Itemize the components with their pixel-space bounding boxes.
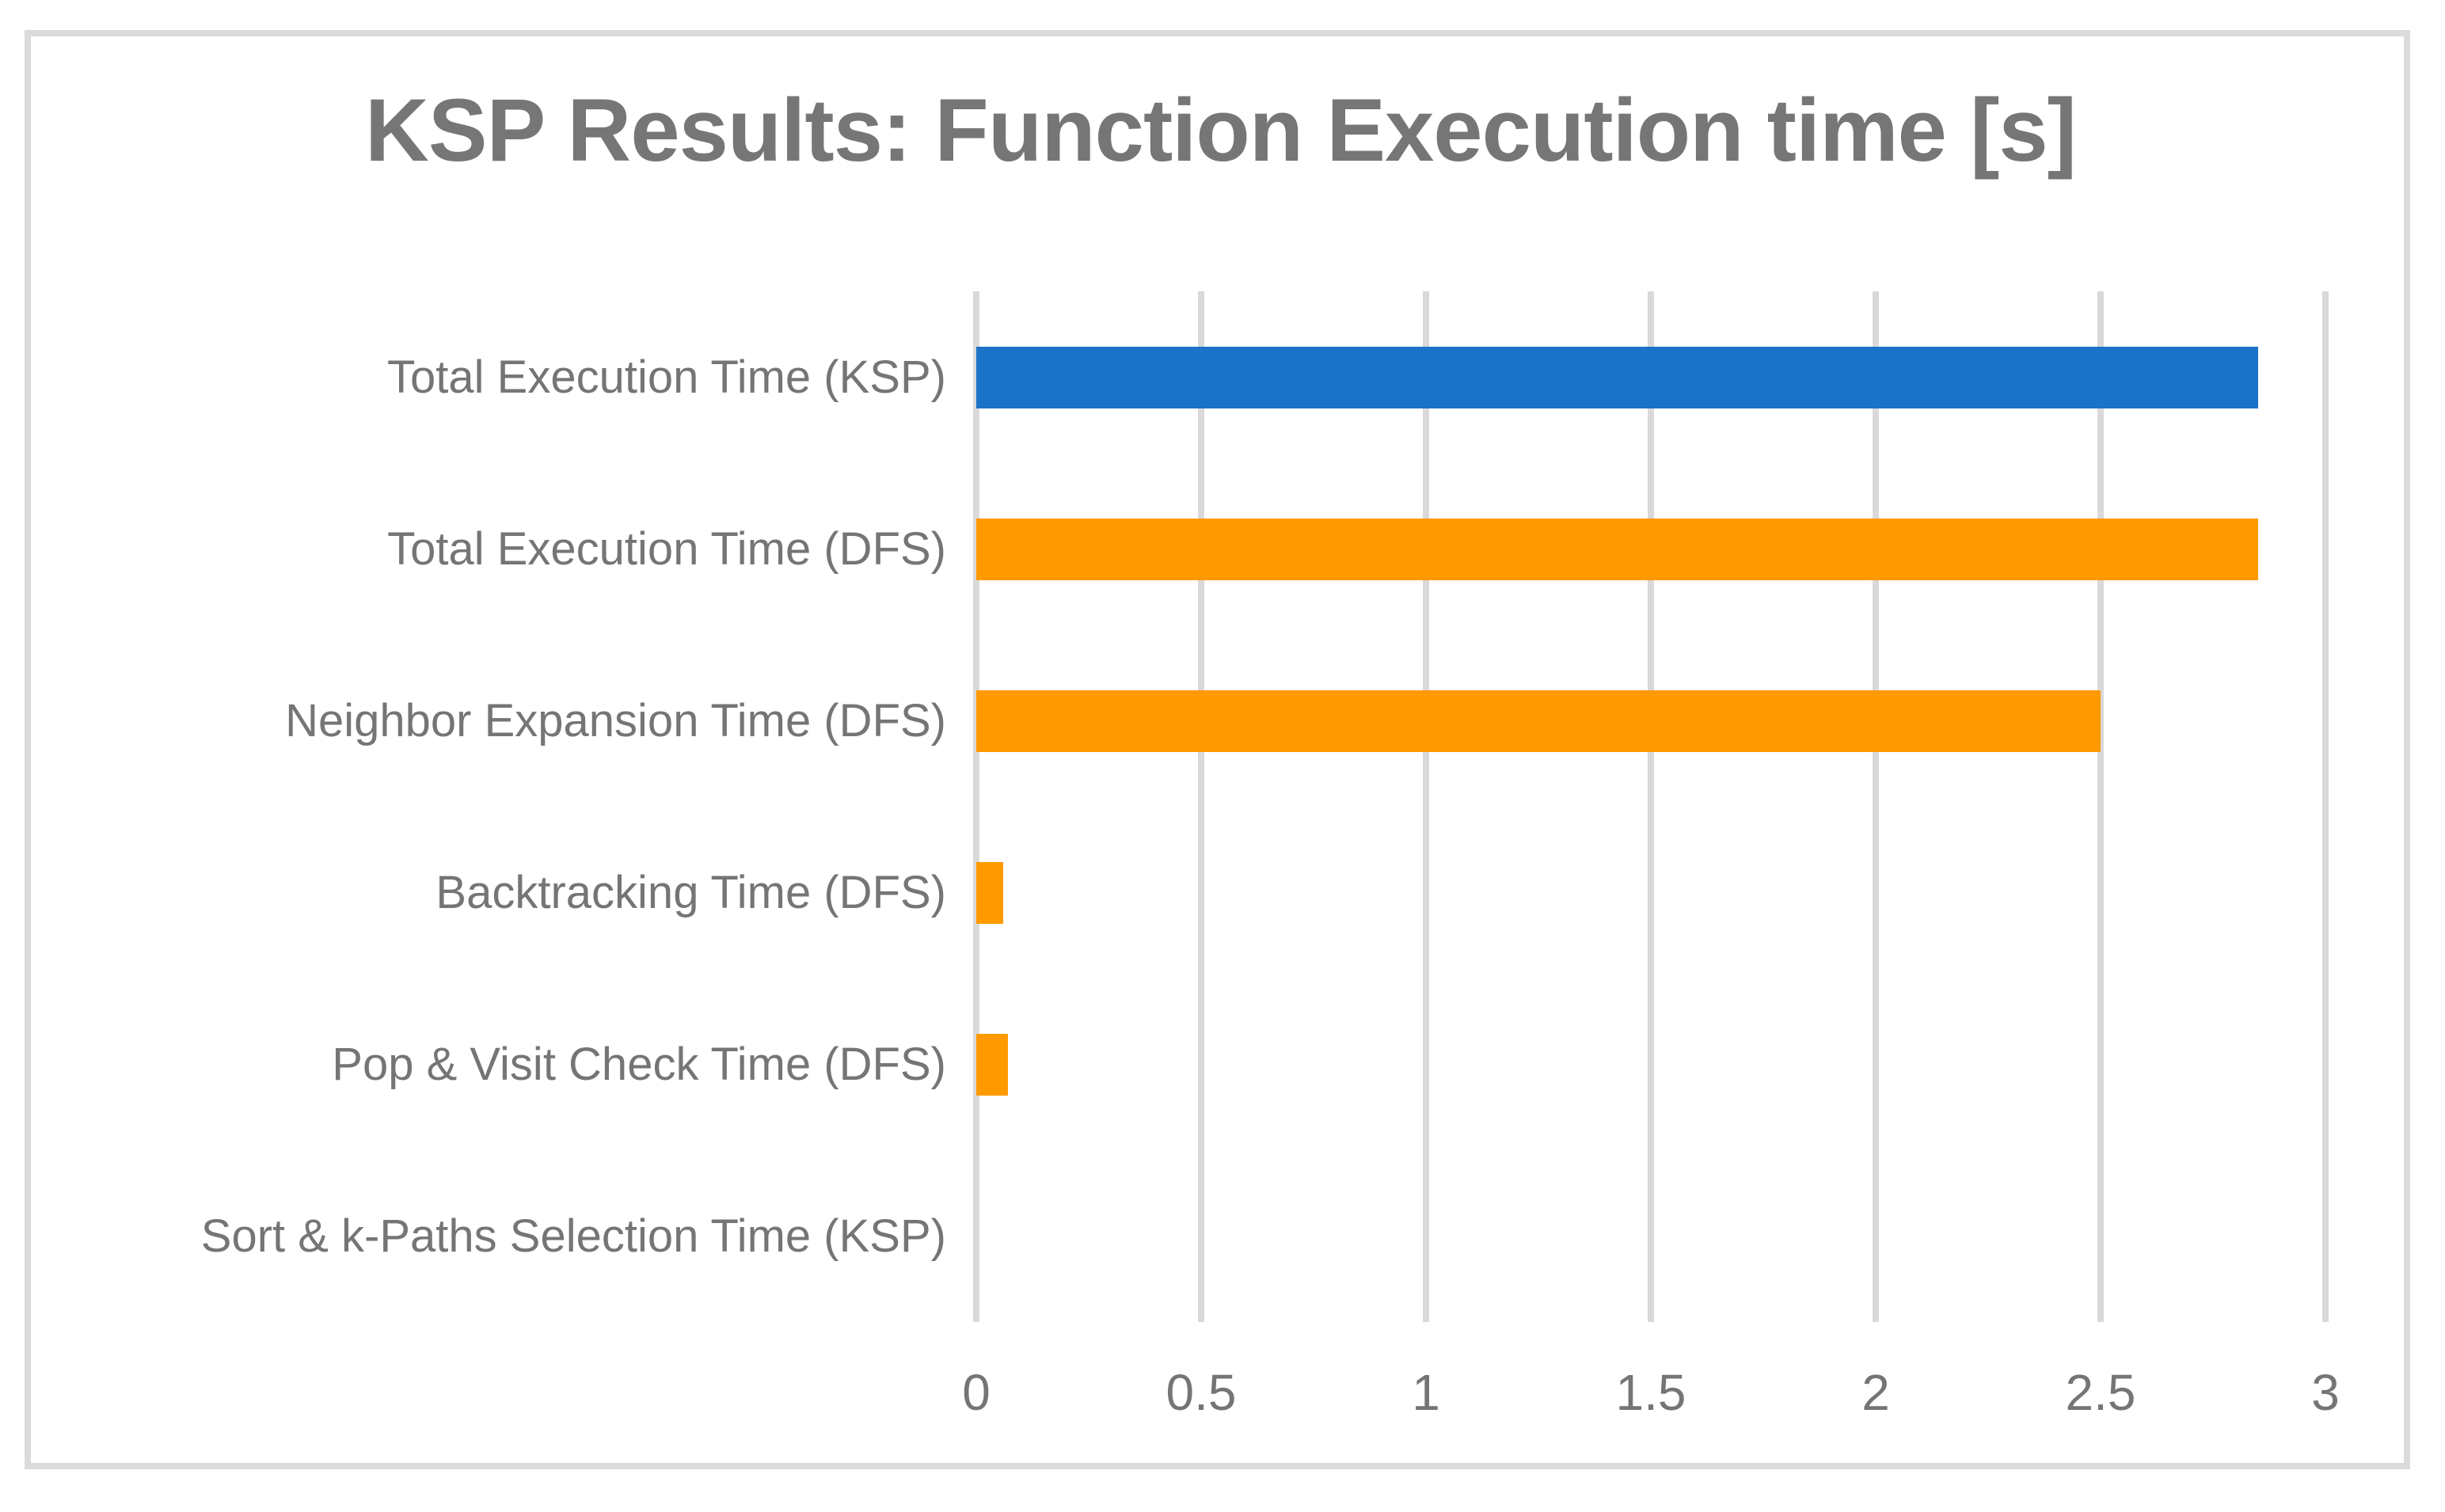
category-label-1: Total Execution Time (DFS) (387, 523, 946, 575)
bar-2 (976, 690, 2101, 752)
gridline-x-3 (2322, 291, 2329, 1322)
gridline-x-1 (1423, 291, 1429, 1322)
x-tick-label-0: 0 (962, 1364, 991, 1421)
category-label-3: Backtracking Time (DFS) (435, 867, 946, 918)
gridline-x-1.5 (1648, 291, 1654, 1322)
x-tick-label-0.5: 0.5 (1165, 1364, 1237, 1421)
x-tick-label-1: 1 (1412, 1364, 1440, 1421)
gridline-x-0.5 (1198, 291, 1204, 1322)
bar-0 (976, 346, 2258, 408)
category-label-0: Total Execution Time (KSP) (387, 351, 946, 403)
bar-3 (976, 861, 1003, 924)
category-label-5: Sort & k-Paths Selection Time (KSP) (200, 1210, 946, 1262)
x-tick-label-2: 2 (1861, 1364, 1890, 1421)
gridline-x-2 (1873, 291, 1879, 1322)
x-tick-label-3: 3 (2311, 1364, 2340, 1421)
plot-area (973, 291, 2329, 1322)
bar-1 (976, 518, 2258, 580)
chart-title: KSP Results: Function Execution time [s] (365, 81, 2077, 180)
x-tick-label-2.5: 2.5 (2065, 1364, 2136, 1421)
bar-4 (976, 1033, 1008, 1096)
gridline-x-2.5 (2097, 291, 2104, 1322)
x-tick-label-1.5: 1.5 (1615, 1364, 1686, 1421)
category-label-4: Pop & Visit Check Time (DFS) (332, 1039, 946, 1090)
gridline-x-0 (973, 291, 979, 1322)
category-label-2: Neighbor Expansion Time (DFS) (285, 695, 946, 747)
